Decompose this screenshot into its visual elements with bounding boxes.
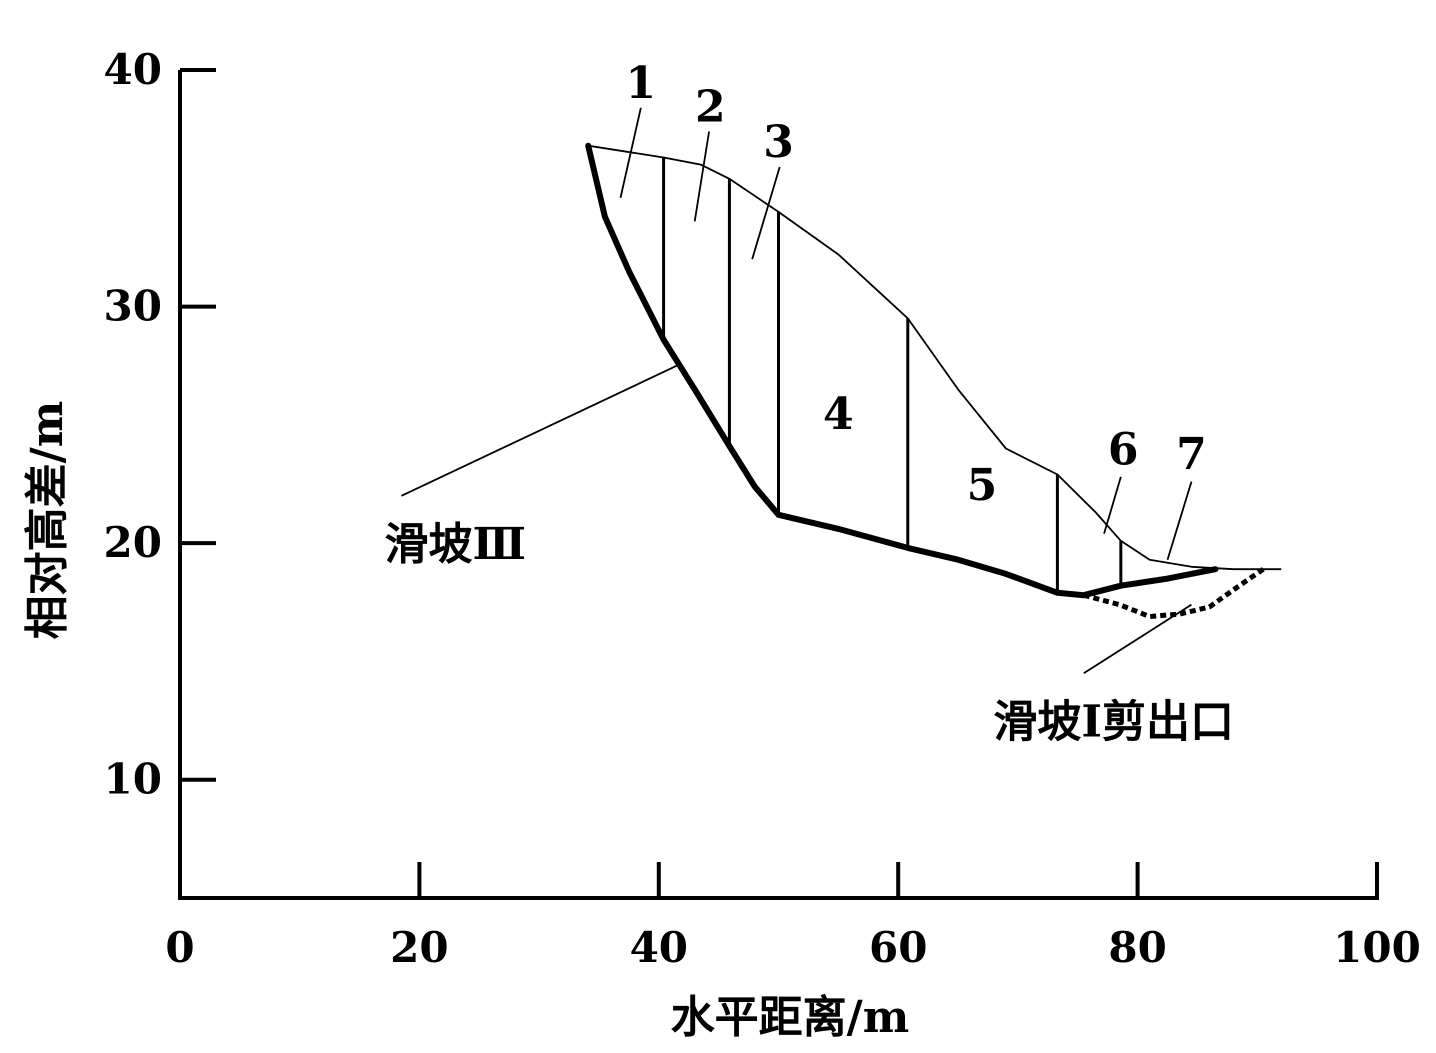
x-tick-label: 40	[630, 923, 688, 972]
y-axis-label: 相对高差/m	[22, 401, 73, 640]
x-axis-label: 水平距离/m	[671, 992, 910, 1043]
axes: 0 20 40 60 80 100 10 20 30 40	[104, 45, 1421, 972]
x-tick-label: 60	[869, 923, 927, 972]
slice-label: 1	[626, 58, 657, 109]
slice-label: 6	[1108, 425, 1139, 476]
slice-leader-line	[1103, 476, 1122, 534]
x-tick-label: 0	[165, 923, 194, 972]
annotation-label: 滑坡Ⅲ	[385, 519, 527, 570]
y-tick-label: 40	[104, 45, 162, 94]
slice-label: 2	[695, 81, 726, 132]
annotation-leader-line	[401, 364, 678, 497]
annotation-leader-line	[1083, 603, 1192, 675]
slice-leader-line	[693, 131, 710, 222]
y-tick-label: 20	[104, 518, 162, 567]
slice-leader-line	[751, 166, 781, 260]
slice-label: 7	[1176, 429, 1207, 480]
slice-leader-line	[1166, 481, 1193, 560]
slip-surfaces	[585, 142, 1265, 619]
annotations: 滑坡Ⅲ 滑坡Ⅰ剪出口	[385, 364, 1234, 748]
slice-label: 5	[967, 460, 998, 511]
ground-surface	[588, 144, 1282, 571]
y-tick-label: 10	[104, 755, 162, 804]
slice-leader-line	[619, 107, 642, 198]
annotation-label: 滑坡Ⅰ剪出口	[993, 697, 1234, 748]
slice-label: 4	[823, 389, 854, 440]
slice-label: 3	[763, 117, 794, 168]
slice-boundaries	[662, 157, 1123, 593]
slice-labels: 1 23 4 5 6 7	[619, 58, 1207, 560]
x-tick-label: 100	[1333, 923, 1421, 972]
x-tick-label: 20	[390, 923, 448, 972]
ground-surface-line	[588, 144, 1282, 571]
x-tick-label: 80	[1108, 923, 1166, 972]
slip-surface-iii-line	[585, 142, 1219, 599]
y-tick-label: 30	[104, 282, 162, 331]
